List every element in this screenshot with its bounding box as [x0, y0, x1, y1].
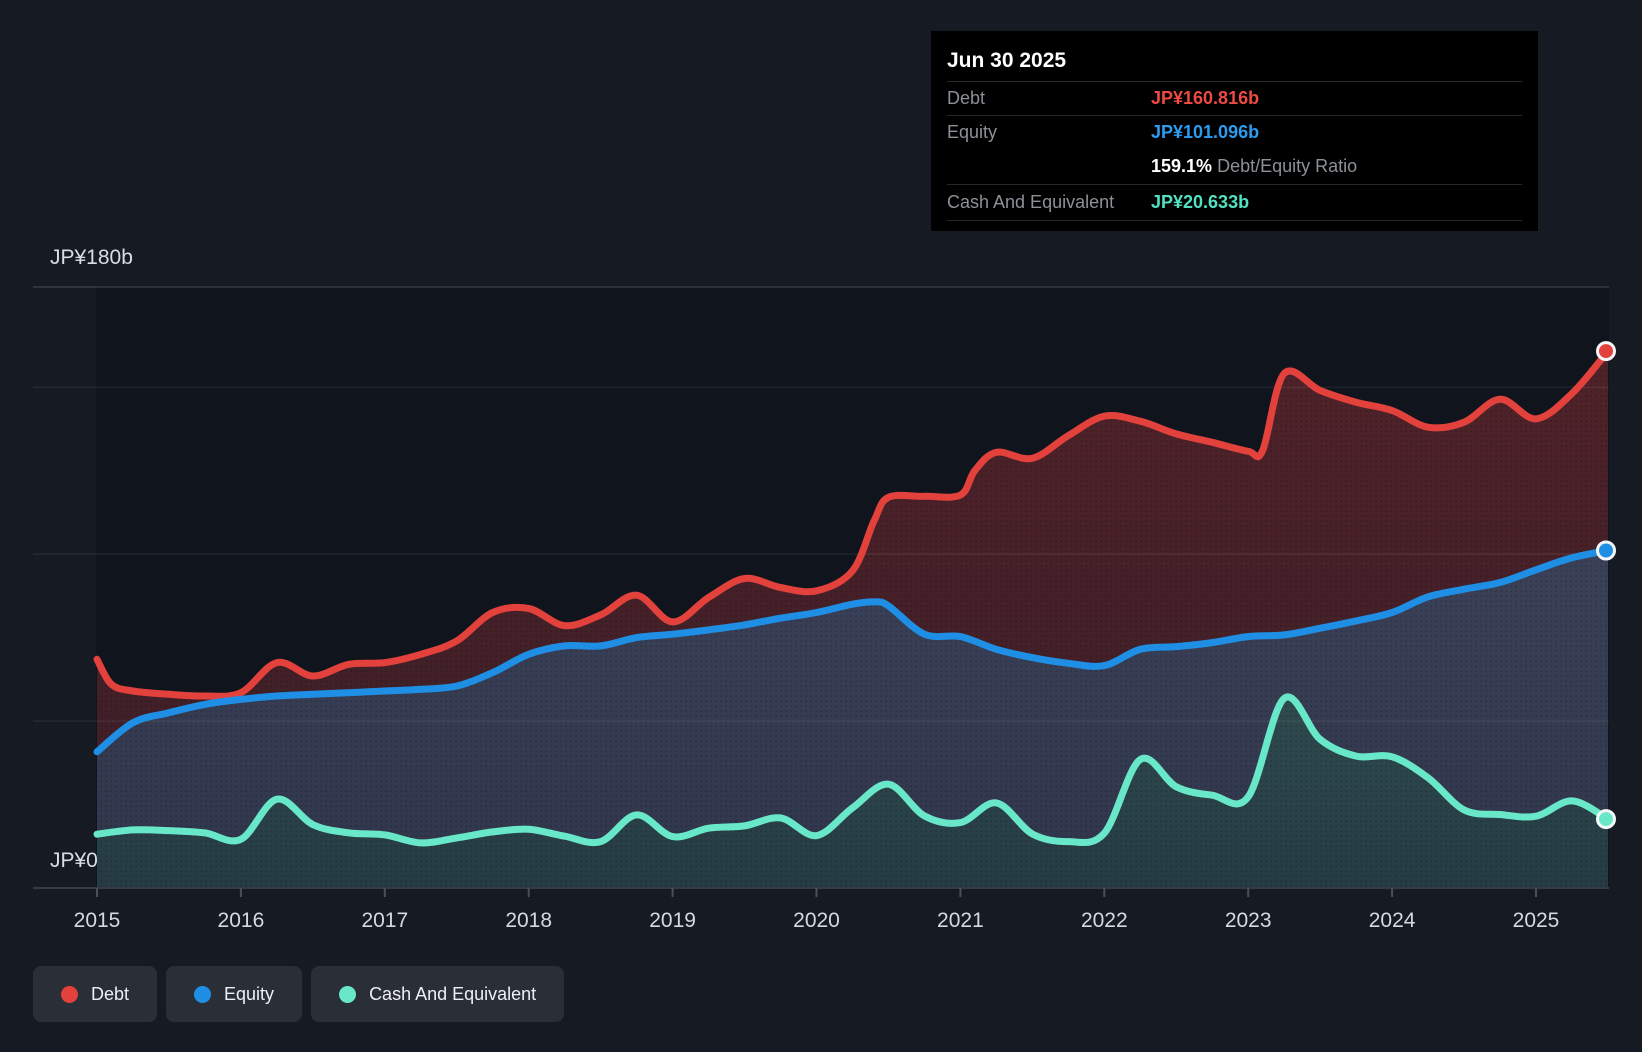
- legend-debt-label: Debt: [91, 983, 130, 1004]
- equity-end-marker[interactable]: [1596, 540, 1616, 561]
- legend-item-cash[interactable]: Cash And Equivalent: [311, 966, 565, 1022]
- legend-item-equity[interactable]: Equity: [166, 966, 303, 1022]
- chart-tooltip: Jun 30 2025 Debt JP¥160.816b Equity JP¥1…: [931, 31, 1538, 231]
- x-tick-label-2025: 2025: [1513, 909, 1560, 932]
- tooltip-debt-label: Debt: [947, 88, 986, 108]
- tooltip-date: Jun 30 2025: [947, 49, 1067, 72]
- tooltip-ratio: 159.1% Debt/Equity Ratio: [1151, 156, 1357, 177]
- x-tick-label-2019: 2019: [649, 909, 696, 932]
- tooltip-row-debt: Debt JP¥160.816b: [947, 81, 1522, 115]
- debt-end-marker[interactable]: [1596, 341, 1616, 362]
- legend-equity-label: Equity: [224, 983, 275, 1004]
- x-tick-label-2021: 2021: [937, 909, 984, 932]
- tooltip-cash-value: JP¥20.633b: [1151, 192, 1250, 212]
- y-axis-zero-label: JP¥0: [50, 849, 98, 872]
- cash-and-equivalent-line: [93, 693, 1612, 847]
- x-tick-label-2023: 2023: [1225, 909, 1272, 932]
- chart-legend: Debt Equity Cash And Equivalent: [33, 966, 565, 1022]
- x-tick-label-2022: 2022: [1081, 909, 1128, 932]
- x-tick-label-2020: 2020: [793, 909, 840, 932]
- cash-series-dot-icon: [339, 985, 357, 1003]
- x-tick-label-2016: 2016: [218, 909, 265, 932]
- legend-cash-label: Cash And Equivalent: [369, 983, 537, 1004]
- x-tick-label-2018: 2018: [505, 909, 552, 932]
- debt-line: [93, 347, 1612, 700]
- tooltip-equity-label: Equity: [947, 122, 998, 142]
- x-tick-label-2015: 2015: [74, 909, 121, 932]
- tooltip-equity-value: JP¥101.096b: [1151, 122, 1260, 142]
- equity-series-dot-icon: [194, 985, 212, 1003]
- tooltip-ratio-label: Debt/Equity Ratio: [1217, 156, 1358, 176]
- tooltip-ratio-value: 159.1%: [1151, 156, 1213, 176]
- y-axis-max-label: JP¥180b: [50, 246, 133, 269]
- tooltip-row-ratio: 159.1% Debt/Equity Ratio: [947, 149, 1522, 184]
- tooltip-debt-value: JP¥160.816b: [1151, 88, 1260, 108]
- x-tick-label-2024: 2024: [1369, 909, 1416, 932]
- tooltip-row-cash: Cash And Equivalent JP¥20.633b: [947, 184, 1522, 221]
- tooltip-row-equity: Equity JP¥101.096b: [947, 115, 1522, 149]
- area-texture: [97, 696, 1608, 888]
- x-tick-label-2017: 2017: [361, 909, 408, 932]
- cash-and-equivalent-end-marker[interactable]: [1596, 809, 1616, 830]
- legend-item-debt[interactable]: Debt: [33, 966, 158, 1022]
- equity-line: [93, 547, 1612, 756]
- tooltip-cash-label: Cash And Equivalent: [947, 192, 1115, 212]
- debt-series-dot-icon: [61, 985, 78, 1003]
